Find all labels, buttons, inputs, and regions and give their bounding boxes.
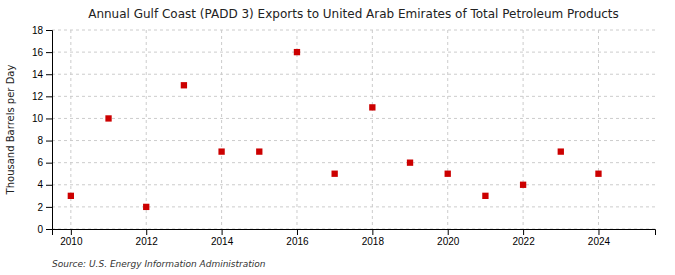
- y-axis-line: [46, 31, 53, 230]
- y-tick-mark: [46, 163, 52, 164]
- x-axis: 2010 2012 2014 2016 2018 2020 2022 2024: [53, 229, 656, 247]
- y-grid-line: [52, 52, 655, 53]
- title: Annual Gulf Coast (PADD 3) Exports to Un…: [88, 7, 619, 21]
- point: [68, 193, 74, 199]
- y-tick: 14: [32, 69, 52, 80]
- x-grid-line: [598, 30, 599, 229]
- x-tick-mark: [71, 229, 72, 235]
- grid: [52, 30, 655, 229]
- y-axis: 0 2 4 6 8 10 12 14 16 18: [32, 25, 53, 235]
- y-tick: 10: [32, 113, 52, 124]
- x-grid-line: [146, 30, 147, 229]
- x-tick-label: 2014: [211, 236, 234, 247]
- y-tick-label: 12: [32, 91, 44, 102]
- point: [407, 160, 413, 166]
- point: [105, 115, 111, 121]
- y-axis-title: Thousand Barrels per Day: [5, 65, 16, 196]
- y-tick-mark: [46, 185, 52, 186]
- points: [68, 49, 602, 210]
- y-tick-mark: [46, 118, 52, 119]
- y-tick: 4: [37, 179, 52, 190]
- x-grid-line: [70, 30, 71, 229]
- x-tick-mark: [448, 229, 449, 235]
- x-axis-line: [53, 230, 656, 236]
- point: [369, 104, 375, 110]
- x-tick-mark: [297, 229, 298, 235]
- y-tick-label: 0: [37, 224, 43, 235]
- y-tick-mark: [46, 96, 52, 97]
- x-grid-line: [447, 30, 448, 229]
- x-tick-mark: [222, 229, 223, 235]
- x-tick-label: 2012: [136, 236, 159, 247]
- x-tick-label: 2010: [60, 236, 83, 247]
- y-tick: 12: [32, 91, 52, 102]
- point: [595, 171, 601, 177]
- point: [256, 148, 262, 154]
- y-grid-line: [52, 74, 655, 75]
- x-tick-label: 2020: [437, 236, 460, 247]
- point: [181, 82, 187, 88]
- point: [445, 171, 451, 177]
- plot-area: 2010 2012 2014 2016 2018 2020 2022 2024 0 2 4 6 8 10 1…: [32, 25, 656, 247]
- y-tick-label: 2: [37, 202, 43, 213]
- x-tick: 2020: [437, 229, 460, 247]
- y-tick-mark: [46, 30, 52, 31]
- y-grid-line: [52, 206, 655, 207]
- y-tick: 18: [32, 25, 52, 36]
- y-tick-label: 10: [32, 113, 44, 124]
- x-tick-mark: [598, 229, 599, 235]
- source: Source: U.S. Energy Information Administ…: [52, 259, 266, 269]
- x-tick: 2014: [211, 229, 234, 247]
- y-grid-line: [52, 184, 655, 185]
- point: [294, 49, 300, 55]
- x-tick: 2016: [286, 229, 309, 247]
- x-grid-line: [296, 30, 297, 229]
- point: [143, 204, 149, 210]
- y-grid-line: [52, 96, 655, 97]
- y-grid-line: [52, 162, 655, 163]
- x-tick: 2024: [588, 229, 611, 247]
- y-tick-label: 18: [32, 25, 44, 36]
- y-tick: 2: [37, 202, 52, 213]
- point: [520, 182, 526, 188]
- chart: 2010 2012 2014 2016 2018 2020 2022 2024 0 2 4 6 8 10 1…: [0, 0, 675, 275]
- x-tick-label: 2018: [362, 236, 385, 247]
- y-tick-label: 4: [37, 179, 43, 190]
- y-tick-mark: [46, 141, 52, 142]
- point: [558, 148, 564, 154]
- x-tick-mark: [146, 229, 147, 235]
- y-grid-line: [52, 140, 655, 141]
- y-tick-label: 16: [32, 47, 44, 58]
- x-tick: 2010: [60, 229, 83, 247]
- y-grid-line: [52, 118, 655, 119]
- x-grid-line: [221, 30, 222, 229]
- x-tick: 2018: [362, 229, 385, 247]
- y-tick-mark: [46, 52, 52, 53]
- y-tick-mark: [46, 229, 52, 230]
- y-tick-label: 6: [37, 157, 43, 168]
- y-grid-line: [52, 30, 655, 31]
- y-tick-mark: [46, 207, 52, 208]
- x-grid-line: [523, 30, 524, 229]
- y-tick: 8: [37, 135, 52, 146]
- point: [331, 171, 337, 177]
- x-tick-label: 2022: [512, 236, 535, 247]
- point: [482, 193, 488, 199]
- x-tick: 2022: [512, 229, 535, 247]
- x-tick: 2012: [136, 229, 159, 247]
- x-grid-line: [372, 30, 373, 229]
- y-tick-label: 14: [32, 69, 44, 80]
- x-tick-mark: [523, 229, 524, 235]
- x-tick-mark: [372, 229, 373, 235]
- y-tick: 16: [32, 47, 52, 58]
- point: [218, 148, 224, 154]
- y-tick-mark: [46, 74, 52, 75]
- y-tick: 0: [37, 224, 52, 235]
- x-tick-label: 2016: [286, 236, 309, 247]
- x-tick-label: 2024: [588, 236, 611, 247]
- y-tick-label: 8: [37, 135, 43, 146]
- y-tick: 6: [37, 157, 52, 168]
